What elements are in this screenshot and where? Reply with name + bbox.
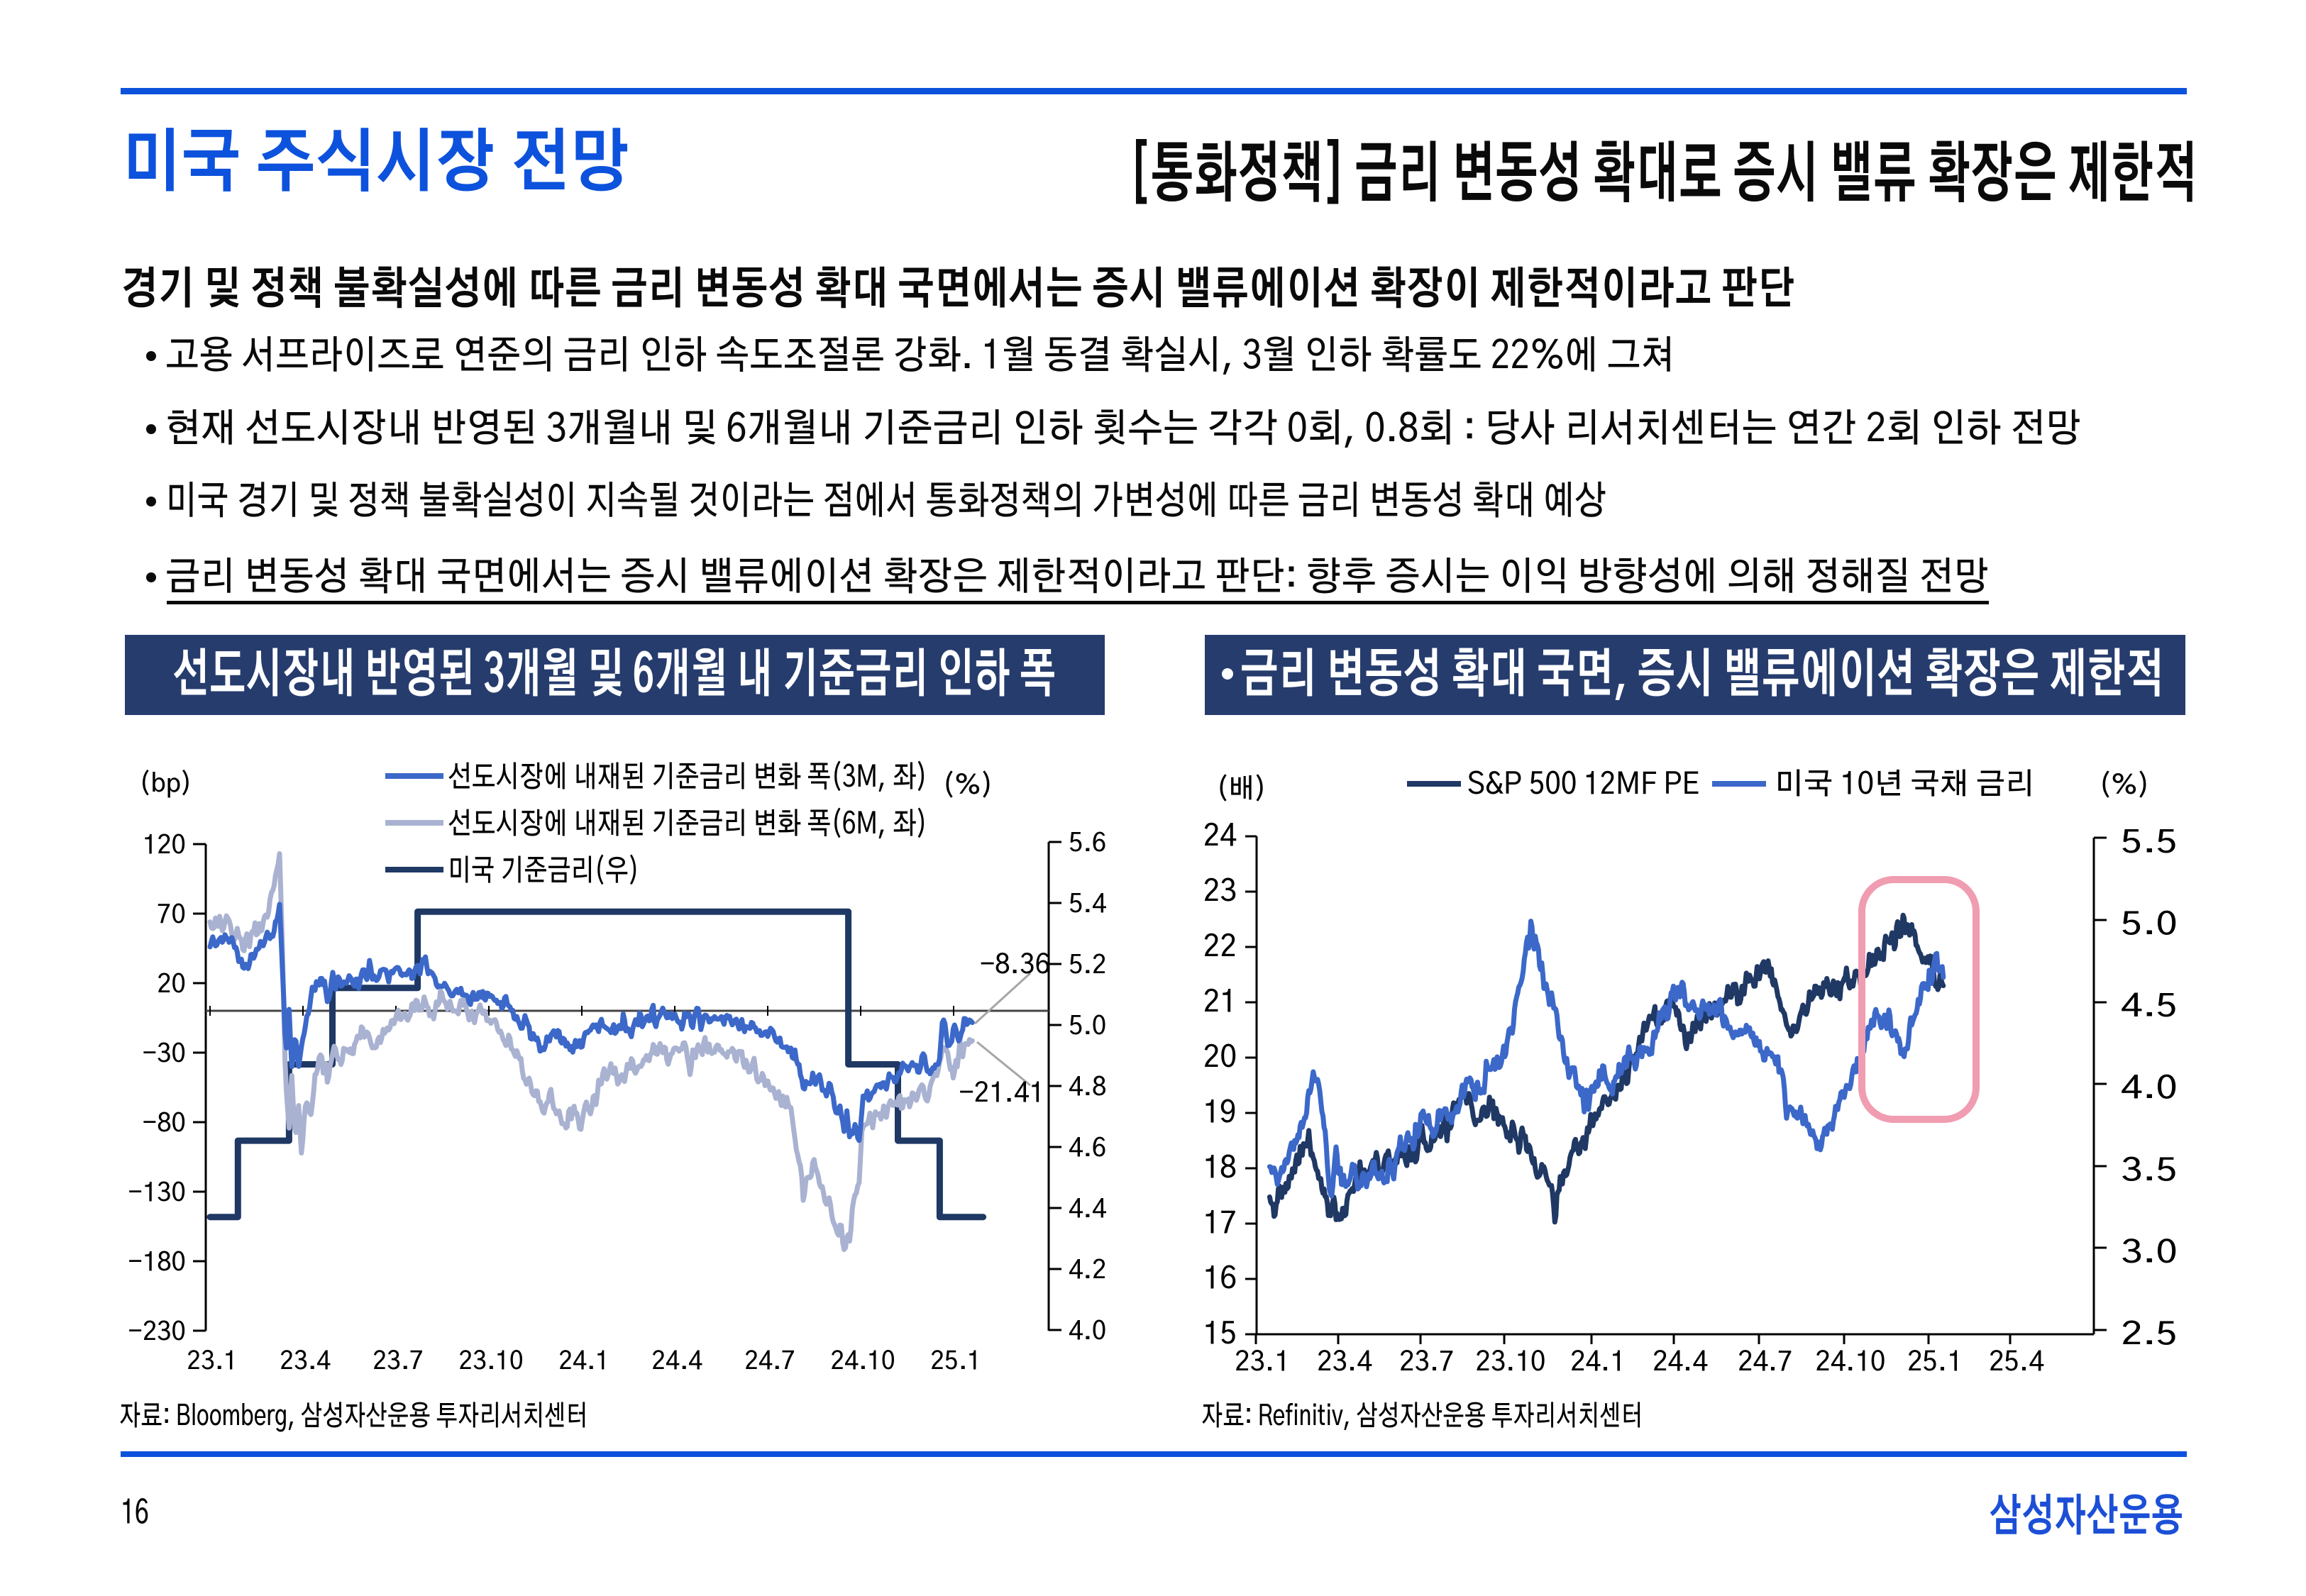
svg-text:23: 23: [1203, 877, 1237, 907]
svg-text:16: 16: [1203, 1265, 1237, 1295]
svg-text:24.7: 24.7: [744, 1349, 795, 1375]
svg-text:18: 18: [1203, 1154, 1237, 1184]
svg-text:-21.41: -21.41: [959, 1080, 1044, 1107]
svg-text:23.1: 23.1: [187, 1349, 238, 1375]
svg-text:24.10: 24.10: [830, 1349, 895, 1375]
svg-text:선도시장에 내재된 기준금리 변화 폭(6M, 좌): 선도시장에 내재된 기준금리 변화 폭(6M, 좌): [448, 808, 927, 840]
svg-text:25.1: 25.1: [1907, 1349, 1963, 1376]
svg-text:2.5: 2.5: [2121, 1319, 2178, 1351]
svg-text:(%): (%): [942, 770, 993, 799]
svg-text:23.1: 23.1: [1235, 1349, 1290, 1376]
svg-text:22: 22: [1203, 933, 1237, 963]
svg-text:4.0: 4.0: [1069, 1319, 1106, 1345]
svg-text:4.6: 4.6: [1069, 1136, 1106, 1162]
svg-text:20: 20: [157, 972, 186, 998]
svg-text:미국 기준금리(우): 미국 기준금리(우): [448, 855, 639, 887]
svg-text:24.4: 24.4: [651, 1349, 702, 1375]
svg-text:[통화정책] 금리 변동성 확대로 증시 밸류 확장은 제한: [통화정책] 금리 변동성 확대로 증시 밸류 확장은 제한적: [1130, 138, 2197, 209]
svg-text:24.7: 24.7: [1738, 1349, 1793, 1376]
svg-text:4.5: 4.5: [2121, 992, 2178, 1023]
svg-text:경기 및 정책 불확실성에 따른 금리 변동성 확대 국면에: 경기 및 정책 불확실성에 따른 금리 변동성 확대 국면에서는 증시 밸류에이…: [121, 266, 1795, 313]
svg-text:자료: Bloomberg, 삼성자산운용 투자리서치센터: 자료: Bloomberg, 삼성자산운용 투자리서치센터: [119, 1402, 587, 1431]
svg-text:23.10: 23.10: [1475, 1349, 1545, 1376]
svg-text:(%): (%): [2099, 770, 2150, 799]
svg-text:70: 70: [157, 903, 186, 929]
svg-text:-8.36: -8.36: [980, 952, 1050, 979]
svg-text:23.4: 23.4: [280, 1349, 331, 1375]
svg-text:25.1: 25.1: [930, 1349, 981, 1375]
svg-text:24.10: 24.10: [1815, 1349, 1885, 1376]
svg-text:선도시장에 내재된 기준금리 변화 폭(3M, 좌): 선도시장에 내재된 기준금리 변화 폭(3M, 좌): [448, 761, 927, 793]
svg-text:-80: -80: [143, 1112, 186, 1137]
svg-text:23.10: 23.10: [458, 1349, 524, 1375]
svg-text:3.5: 3.5: [2121, 1156, 2178, 1187]
svg-text:금리 변동성 확대 국면에서는 증시 밸류에이션 확장은 제: 금리 변동성 확대 국면에서는 증시 밸류에이션 확장은 제한적이라고 판단: …: [165, 557, 1989, 598]
svg-text:16: 16: [121, 1497, 149, 1530]
svg-text:미국 주식시장 전망: 미국 주식시장 전망: [121, 128, 630, 199]
svg-text:금리 변동성 확대 국면, 증시 밸류에이션 확장은 제한적: 금리 변동성 확대 국면, 증시 밸류에이션 확장은 제한적: [1240, 648, 2164, 702]
svg-text:(bp): (bp): [139, 769, 192, 797]
svg-text:4.8: 4.8: [1069, 1075, 1106, 1101]
svg-text:5.2: 5.2: [1069, 953, 1106, 979]
svg-text:삼성자산운용: 삼성자산운용: [1990, 1493, 2183, 1540]
svg-text:23.7: 23.7: [1399, 1349, 1455, 1376]
svg-text:미국 10년 국채 금리: 미국 10년 국채 금리: [1775, 770, 2034, 800]
svg-text:17: 17: [1203, 1209, 1237, 1239]
svg-text:15: 15: [1203, 1320, 1237, 1350]
svg-text:4.4: 4.4: [1069, 1197, 1106, 1223]
svg-text:23.4: 23.4: [1317, 1349, 1372, 1376]
svg-text:-130: -130: [128, 1181, 186, 1207]
svg-text:5.0: 5.0: [1069, 1014, 1106, 1040]
svg-text:-30: -30: [143, 1042, 186, 1068]
svg-text:5.4: 5.4: [1069, 892, 1106, 918]
svg-text:고용 서프라이즈로 연준의 금리 인하 속도조절론 강화.: 고용 서프라이즈로 연준의 금리 인하 속도조절론 강화. 1월 동결 확실시,…: [165, 336, 1675, 377]
svg-text:19: 19: [1203, 1099, 1237, 1129]
svg-text:24: 24: [1203, 822, 1237, 852]
svg-text:선도시장내 반영된 3개월 및 6개월 내 기준금리 인하: 선도시장내 반영된 3개월 및 6개월 내 기준금리 인하 폭: [173, 648, 1057, 702]
svg-text:5.5: 5.5: [2121, 827, 2178, 858]
svg-text:-230: -230: [128, 1320, 186, 1346]
svg-text:3.0: 3.0: [2121, 1237, 2178, 1268]
svg-text:4.0: 4.0: [2121, 1073, 2178, 1104]
svg-text:21: 21: [1203, 988, 1237, 1018]
svg-text:120: 120: [143, 833, 186, 859]
svg-text:4.2: 4.2: [1069, 1258, 1106, 1284]
svg-text:-180: -180: [128, 1251, 186, 1276]
svg-text:24.1: 24.1: [558, 1349, 609, 1375]
svg-text:23.7: 23.7: [373, 1349, 424, 1375]
svg-text:24.1: 24.1: [1570, 1349, 1626, 1376]
svg-text:현재 선도시장내 반영된 3개월내 및 6개월내 기준금리: 현재 선도시장내 반영된 3개월내 및 6개월내 기준금리 인하 횟수는 각각 …: [165, 409, 2081, 450]
svg-text:S&P 500 12MF PE: S&P 500 12MF PE: [1467, 770, 1699, 800]
svg-text:자료: Refinitiv, 삼성자산운용 투자리서치센터: 자료: Refinitiv, 삼성자산운용 투자리서치센터: [1201, 1402, 1643, 1431]
svg-text:20: 20: [1203, 1043, 1237, 1073]
svg-text:(배): (배): [1216, 774, 1267, 803]
svg-text:25.4: 25.4: [1989, 1349, 2044, 1376]
svg-text:5.6: 5.6: [1069, 831, 1106, 857]
svg-text:5.0: 5.0: [2121, 909, 2178, 941]
svg-text:24.4: 24.4: [1653, 1349, 1708, 1376]
svg-text:미국 경기 및 정책 불확실성이 지속될 것이라는 점에서: 미국 경기 및 정책 불확실성이 지속될 것이라는 점에서 통화정책의 가변성에…: [165, 481, 1606, 522]
